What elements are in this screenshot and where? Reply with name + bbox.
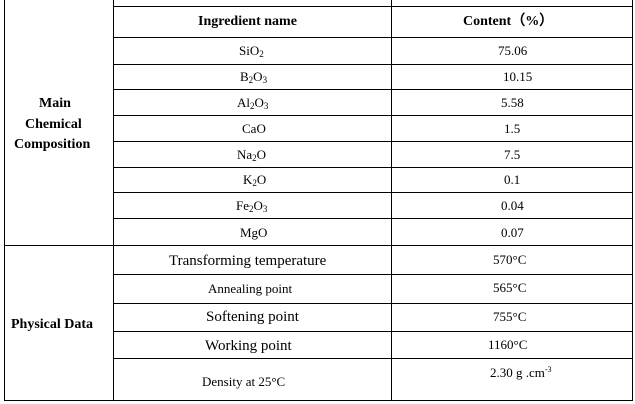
physical-name: Transforming temperature (169, 253, 327, 269)
ingredient-formula: Al2O3 (237, 95, 269, 111)
physical-name: Annealing point (208, 281, 293, 296)
ingredient-formula: SiO2 (239, 43, 264, 59)
ingredient-value: 0.07 (501, 225, 524, 240)
ingredient-formula: CaO (242, 121, 266, 136)
ingredient-value: 10.15 (503, 69, 533, 84)
row-divider (113, 274, 633, 275)
row-divider (113, 37, 633, 38)
column-divider (113, 0, 114, 401)
header-content: Content（%） (463, 14, 554, 29)
section-main-line3: Composition (14, 137, 91, 152)
ingredient-formula: MgO (240, 225, 268, 240)
ingredient-value: 0.1 (504, 172, 521, 187)
ingredient-formula: Na2O (237, 147, 267, 163)
row-divider (113, 64, 633, 65)
physical-name: Working point (205, 338, 292, 354)
table-top-border (113, 6, 633, 7)
section-main-line2: Chemical (25, 117, 82, 132)
row-divider (113, 89, 633, 90)
row-divider (113, 358, 633, 359)
physical-value: 570°C (493, 252, 527, 267)
ingredient-value: 0.04 (501, 198, 524, 213)
row-divider (113, 303, 633, 304)
section-divider (4, 245, 633, 246)
column-divider (391, 0, 392, 401)
physical-value: 1160°C (488, 337, 528, 352)
header-ingredient-name: Ingredient name (198, 14, 297, 29)
row-divider (113, 331, 633, 332)
ingredient-value: 5.58 (501, 95, 524, 110)
physical-value: 755°C (493, 309, 527, 324)
physical-value: 2.30 g .cm-3 (490, 365, 552, 380)
physical-value: 565°C (493, 280, 527, 295)
ingredient-value: 7.5 (504, 147, 521, 162)
ingredient-formula: K2O (243, 172, 267, 188)
row-divider (113, 192, 633, 193)
table-bottom-border (4, 400, 633, 401)
ingredient-formula: Fe2O3 (236, 198, 268, 214)
row-divider (113, 167, 633, 168)
row-divider (113, 218, 633, 219)
ingredient-value: 1.5 (504, 121, 521, 136)
table-right-border (632, 0, 633, 401)
table-left-border (4, 0, 5, 401)
section-physical-label: Physical Data (11, 317, 94, 332)
ingredient-value: 75.06 (498, 43, 528, 58)
physical-name: Softening point (206, 309, 299, 325)
row-divider (113, 141, 633, 142)
physical-name: Density at 25°C (202, 374, 286, 389)
row-divider (113, 115, 633, 116)
section-main-line1: Main (39, 96, 71, 111)
ingredient-formula: B2O3 (240, 69, 268, 85)
